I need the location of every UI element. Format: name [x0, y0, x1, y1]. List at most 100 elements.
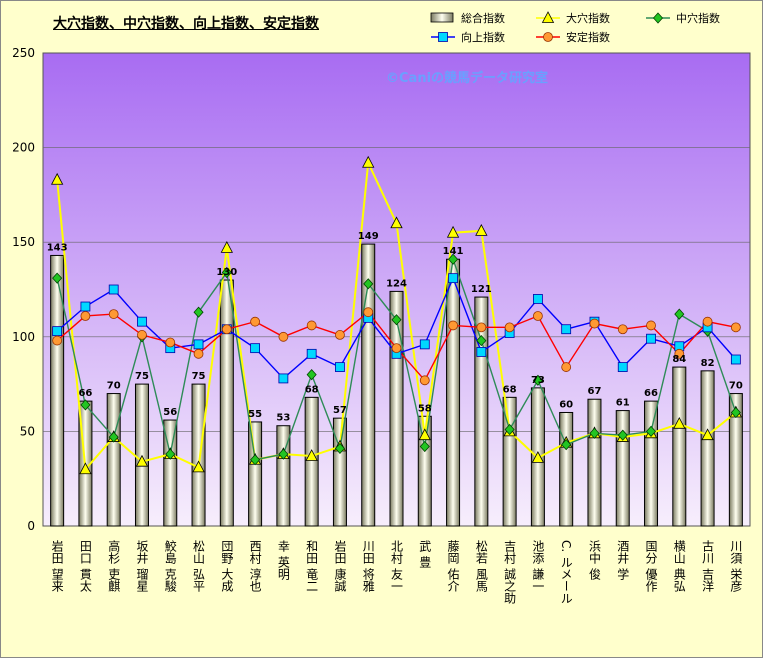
bar-data-label: 75 — [135, 371, 149, 382]
point-chuuana — [504, 423, 515, 436]
bar-data-label: 68 — [305, 384, 319, 395]
bar-data-label: 53 — [276, 413, 290, 424]
point-chuuana — [363, 278, 374, 290]
y-tick-label: 250 — [12, 46, 35, 60]
bar-data-label: 124 — [386, 278, 407, 289]
point-antei — [335, 330, 345, 340]
point-antei — [730, 322, 741, 333]
legend-marker — [652, 12, 664, 24]
point-antei — [504, 322, 515, 333]
point-koujou — [646, 333, 656, 344]
bar-total-index — [332, 417, 347, 527]
bar-data-label: 55 — [248, 409, 262, 420]
x-tick-label: 藤岡 佑介 — [446, 540, 460, 592]
point-chuuana — [334, 442, 345, 455]
bar-data-label: 57 — [333, 405, 347, 416]
point-antei — [448, 320, 458, 331]
point-chuuana — [476, 334, 487, 347]
y-tick-label: 200 — [12, 141, 35, 155]
point-chuuana — [108, 431, 119, 443]
x-tick-label: 岩田 望来 — [50, 539, 64, 592]
point-chuuana — [589, 427, 600, 439]
y-tick-label: 100 — [12, 330, 35, 344]
bar-total-index — [389, 290, 404, 527]
bar-total-index — [248, 421, 263, 527]
x-tick-label: 浜中 俊 — [587, 540, 601, 580]
y-tick-label: 150 — [12, 235, 35, 249]
bar-total-index — [50, 254, 65, 527]
bar-total-index — [644, 400, 659, 527]
point-oana — [418, 428, 431, 441]
point-chuuana — [532, 374, 543, 386]
point-chuuana — [645, 425, 657, 437]
point-koujou — [108, 284, 119, 295]
point-antei — [646, 320, 656, 331]
x-tick-label: 酒井 学 — [616, 540, 630, 580]
bar-data-label: 73 — [531, 375, 545, 386]
point-chuuana — [80, 399, 91, 411]
bar-data-label: 130 — [216, 267, 237, 278]
bar-data-label: 70 — [107, 381, 121, 392]
point-chuuana — [306, 369, 317, 381]
watermark-text: ©Caniの競馬データ研究室 — [386, 71, 549, 86]
point-oana — [220, 241, 233, 253]
bar-total-index — [417, 415, 432, 527]
legend-label: 中穴指数 — [676, 11, 720, 25]
point-antei — [391, 343, 402, 354]
point-koujou — [80, 301, 91, 312]
bar-data-label: 82 — [701, 358, 715, 369]
point-oana — [135, 454, 149, 467]
point-koujou — [306, 348, 317, 359]
point-chuuana — [52, 272, 63, 284]
point-antei — [193, 348, 204, 359]
point-koujou — [137, 316, 147, 327]
chart-title: 大穴指数、中穴指数、向上指数、安定指数 — [53, 16, 319, 32]
point-oana — [362, 155, 375, 168]
x-tick-label: 古川 吉洋 — [701, 539, 715, 592]
point-koujou — [476, 347, 487, 357]
bar-data-label: 84 — [672, 354, 686, 365]
bar-data-label: 60 — [559, 399, 573, 410]
legend-marker — [541, 11, 555, 23]
point-antei — [702, 316, 713, 327]
x-tick-label: C. ルメール — [559, 540, 573, 604]
point-chuuana — [165, 448, 176, 460]
point-koujou — [533, 294, 543, 304]
x-tick-label: 吉村 誠之助 — [503, 540, 517, 604]
bar-data-label: 56 — [163, 407, 177, 418]
point-oana — [531, 451, 545, 463]
bar-data-label: 121 — [471, 284, 492, 295]
point-koujou — [278, 373, 289, 384]
bar-total-index — [559, 411, 574, 527]
point-antei — [250, 316, 261, 327]
bar-data-label: 149 — [358, 231, 379, 242]
x-tick-label: 国分 優作 — [644, 540, 658, 592]
point-antei — [221, 324, 232, 335]
legend-label: 向上指数 — [461, 30, 505, 44]
bar-total-index — [191, 383, 206, 527]
bar-total-index — [587, 398, 602, 527]
point-antei — [533, 311, 543, 321]
x-tick-label: 田口 貫太 — [78, 540, 92, 592]
x-tick-label: 池添 謙一 — [531, 540, 545, 592]
point-chuuana — [561, 439, 572, 451]
point-antei — [80, 311, 91, 321]
point-antei — [278, 331, 289, 342]
point-oana — [475, 223, 488, 236]
point-koujou — [193, 339, 204, 350]
bar-total-index — [728, 393, 743, 527]
point-koujou — [561, 324, 572, 335]
bar-total-index — [276, 425, 291, 527]
point-antei — [561, 362, 572, 372]
point-chuuana — [674, 308, 685, 320]
point-chuuana — [193, 306, 204, 318]
point-chuuana — [730, 406, 741, 419]
bar-total-index — [304, 396, 319, 527]
legend-swatch-bar — [430, 12, 454, 23]
point-chuuana — [221, 266, 232, 279]
bar-data-label: 61 — [616, 398, 630, 409]
point-antei — [476, 322, 487, 333]
point-koujou — [730, 354, 741, 365]
